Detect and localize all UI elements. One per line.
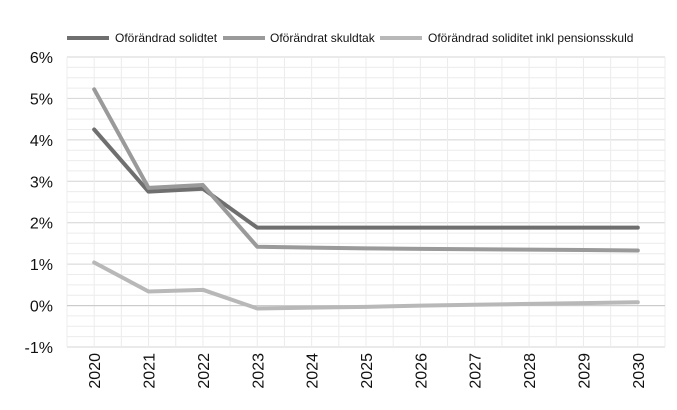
- x-tick-label: 2027: [468, 353, 485, 389]
- y-tick-label: 0%: [30, 299, 53, 316]
- y-tick-label: 5%: [30, 91, 53, 108]
- series-line: [92, 127, 640, 230]
- y-tick-label: 6%: [30, 50, 53, 67]
- legend-label: Oförändrad solidtet: [115, 31, 218, 45]
- x-tick-label: 2024: [305, 353, 322, 389]
- x-tick-label: 2030: [631, 353, 648, 389]
- x-tick-label: 2021: [142, 353, 159, 389]
- x-tick-label: 2022: [196, 353, 213, 389]
- legend-label: Oförändrat skuldtak: [270, 31, 376, 45]
- series-line: [92, 87, 640, 253]
- y-tick-label: 1%: [30, 257, 53, 274]
- x-tick-label: 2025: [359, 353, 376, 389]
- x-tick-label: 2029: [576, 353, 593, 389]
- plot-area: [92, 87, 640, 311]
- y-tick-label: 2%: [30, 216, 53, 233]
- x-tick-label: 2023: [250, 353, 267, 389]
- x-tick-label: 2026: [413, 353, 430, 389]
- series-line: [92, 260, 640, 311]
- y-tick-label: -1%: [25, 340, 53, 357]
- y-tick-label: 4%: [30, 133, 53, 150]
- x-tick-label: 2028: [522, 353, 539, 389]
- grid-lines: [66, 56, 666, 348]
- x-tick-label: 2020: [87, 353, 104, 389]
- legend-label: Oförändrad soliditet inkl pensionsskuld: [428, 31, 633, 45]
- axes: -1% 0% 1% 2% 3% 4% 5% 6% 2020 2021 2022 2023 2024 202…: [25, 50, 665, 389]
- y-tick-label: 3%: [30, 174, 53, 191]
- legend: Oförändrad solidtet Oförändrat skuldtak Of…: [67, 31, 633, 45]
